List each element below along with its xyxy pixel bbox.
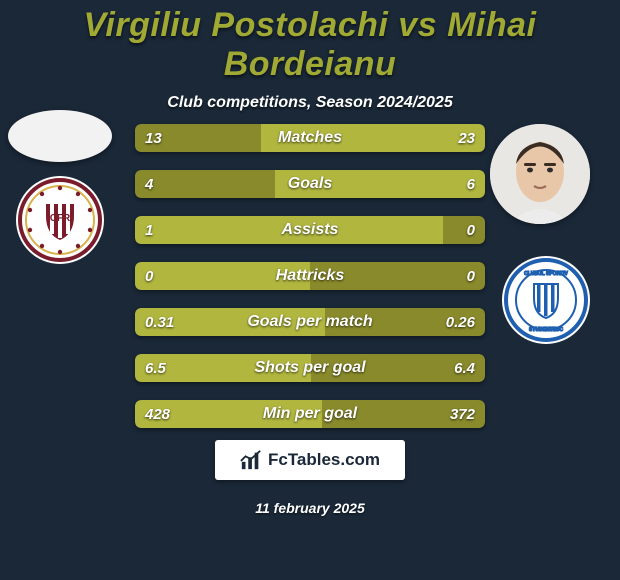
stat-row: 1323Matches (135, 124, 485, 152)
stat-row: 10Assists (135, 216, 485, 244)
svg-text:STUDENTESC: STUDENTESC (529, 327, 563, 333)
footer-brand-label: FcTables.com (268, 450, 380, 470)
subtitle: Club competitions, Season 2024/2025 (0, 94, 620, 112)
footer-date: 11 february 2025 (0, 500, 620, 516)
stat-row: 6.56.4Shots per goal (135, 354, 485, 382)
club-left-crest: CFR (16, 176, 104, 264)
page-title: Virgiliu Postolachi vs Mihai Bordeianu (0, 0, 620, 84)
footer-brand[interactable]: FcTables.com (215, 440, 405, 480)
stat-label: Assists (135, 216, 485, 244)
player-left-avatar (8, 110, 112, 162)
stat-label: Min per goal (135, 400, 485, 428)
stat-row: 00Hattricks (135, 262, 485, 290)
stat-label: Goals (135, 170, 485, 198)
player-right-avatar (490, 124, 590, 224)
stats-container: 1323Matches 46Goals 10Assists 00Hattricks 0.… (135, 124, 485, 446)
stat-label: Matches (135, 124, 485, 152)
club-right-crest: CLUBUL SPORTIV STUDENTESC (502, 256, 590, 344)
stat-label: Shots per goal (135, 354, 485, 382)
stat-label: Hattricks (135, 262, 485, 290)
stat-row: 46Goals (135, 170, 485, 198)
club-left-label: CFR (50, 213, 71, 224)
chart-icon (240, 449, 262, 471)
stat-row: 0.310.26Goals per match (135, 308, 485, 336)
stat-row: 428372Min per goal (135, 400, 485, 428)
svg-text:CLUBUL SPORTIV: CLUBUL SPORTIV (524, 271, 568, 277)
stat-label: Goals per match (135, 308, 485, 336)
